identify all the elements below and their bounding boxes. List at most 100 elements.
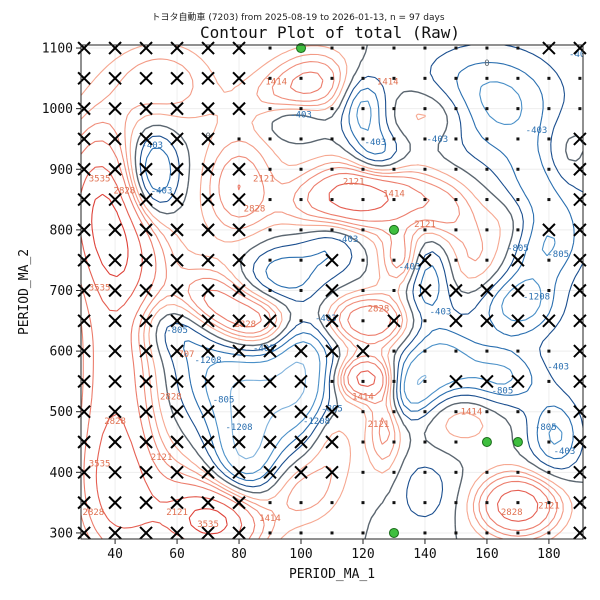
sample-dot [516, 137, 520, 141]
x-marker [573, 495, 587, 510]
sample-dot [454, 107, 458, 111]
sample-dot [454, 258, 458, 262]
x-marker [201, 101, 215, 116]
sample-dot [516, 470, 520, 474]
sample-dot [423, 198, 427, 202]
x-marker [294, 374, 308, 389]
contour-label: 2828 [160, 393, 182, 403]
contour-label: -403 [554, 447, 576, 457]
sample-dot [268, 137, 272, 141]
x-marker [77, 374, 91, 389]
sample-dot [454, 46, 458, 50]
sample-dot [485, 228, 489, 232]
x-marker [201, 162, 215, 176]
contour-label: 2828 [234, 320, 256, 330]
x-marker [77, 192, 91, 207]
sample-dot [423, 319, 427, 323]
sample-dot [454, 228, 458, 232]
x-marker [480, 314, 494, 328]
sample-dot [361, 258, 365, 262]
x-marker [325, 253, 339, 267]
contour-lines: 353528283535282835352828-403-403-403-403… [81, 45, 583, 539]
sample-dot [516, 501, 520, 505]
x-marker [139, 526, 153, 540]
sample-dot [237, 137, 241, 141]
x-marker [573, 283, 587, 298]
sample-dot [423, 501, 427, 505]
x-marker [232, 465, 246, 480]
sample-dot [516, 107, 520, 111]
contour-label: 3535 [89, 283, 111, 293]
sample-dot [578, 76, 582, 80]
sample-dot [268, 46, 272, 50]
x-marker [232, 101, 246, 116]
x-marker [108, 526, 122, 540]
x-marker [77, 405, 91, 419]
x-marker [108, 253, 122, 267]
x-marker [263, 374, 277, 389]
x-marker [77, 253, 91, 267]
sample-dot [485, 198, 489, 202]
x-tick-label: 140 [413, 547, 436, 562]
contour-label: 3535 [197, 520, 219, 530]
sample-dot [268, 501, 272, 505]
x-marker [480, 283, 494, 298]
contour-label: 2121 [343, 177, 365, 187]
x-marker [480, 374, 494, 389]
sample-dot [361, 440, 365, 444]
x-marker [573, 526, 587, 540]
contour-label: 2828 [501, 508, 523, 518]
sample-dot [516, 349, 520, 353]
x-marker [325, 465, 339, 480]
x-marker [139, 41, 153, 55]
sample-dot [392, 379, 396, 383]
x-marker [325, 344, 339, 358]
sample-dot [423, 349, 427, 353]
sample-dot [516, 76, 520, 80]
sample-dot [299, 531, 303, 535]
x-marker [232, 162, 246, 176]
contour-label: -1208 [225, 423, 252, 433]
x-marker [201, 526, 215, 540]
x-marker [139, 192, 153, 207]
x-marker [77, 526, 91, 540]
sample-dot [392, 288, 396, 292]
contour-label: 0 [205, 132, 210, 142]
contour-label: 1414 [265, 77, 287, 87]
sample-dot [268, 288, 272, 292]
x-marker [201, 283, 215, 298]
sample-dot [299, 167, 303, 171]
x-marker [170, 253, 184, 267]
x-marker [232, 253, 246, 267]
sample-dot [547, 288, 551, 292]
x-marker [511, 283, 525, 298]
x-marker [232, 405, 246, 419]
sample-dot [423, 228, 427, 232]
sample-dot [485, 76, 489, 80]
sample-dot [423, 440, 427, 444]
x-marker [201, 344, 215, 358]
sample-dot [516, 46, 520, 50]
sample-dot [547, 440, 551, 444]
x-tick-label: 160 [475, 547, 498, 562]
x-marker [325, 314, 339, 328]
x-marker [139, 283, 153, 298]
contour-level--403 [139, 45, 583, 518]
sample-dot [547, 137, 551, 141]
sample-dot [299, 76, 303, 80]
contour-label: 3535 [89, 459, 111, 469]
x-tick-label: 80 [231, 547, 247, 562]
x-marker [170, 405, 184, 419]
sample-dot [330, 76, 334, 80]
sample-dot [299, 501, 303, 505]
x-marker [201, 405, 215, 419]
x-marker [108, 435, 122, 449]
x-marker [201, 223, 215, 237]
x-marker [573, 223, 587, 237]
sample-dot [330, 501, 334, 505]
x-marker [449, 314, 463, 328]
x-marker [201, 435, 215, 449]
contour-label: -403 [399, 262, 421, 272]
x-marker [325, 435, 339, 449]
